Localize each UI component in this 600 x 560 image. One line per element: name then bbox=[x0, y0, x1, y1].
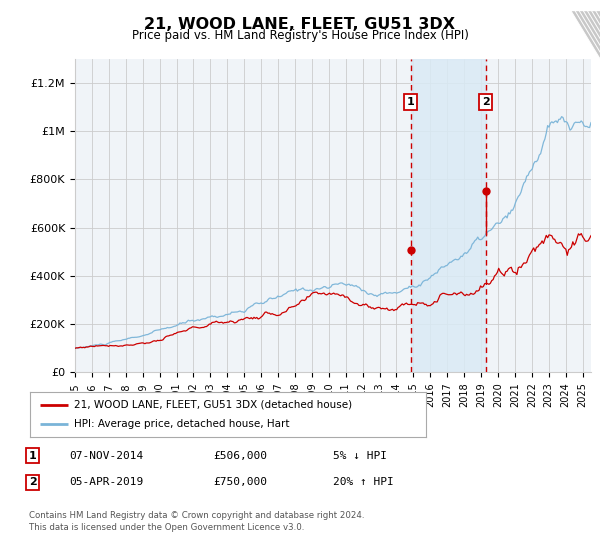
Text: 2: 2 bbox=[482, 97, 490, 107]
Text: 20% ↑ HPI: 20% ↑ HPI bbox=[333, 477, 394, 487]
Text: HPI: Average price, detached house, Hart: HPI: Average price, detached house, Hart bbox=[74, 419, 289, 430]
Text: 1: 1 bbox=[407, 97, 415, 107]
Text: 05-APR-2019: 05-APR-2019 bbox=[69, 477, 143, 487]
Text: Contains HM Land Registry data © Crown copyright and database right 2024.
This d: Contains HM Land Registry data © Crown c… bbox=[29, 511, 364, 531]
Text: £506,000: £506,000 bbox=[213, 451, 267, 461]
Polygon shape bbox=[571, 11, 600, 59]
Text: 21, WOOD LANE, FLEET, GU51 3DX (detached house): 21, WOOD LANE, FLEET, GU51 3DX (detached… bbox=[74, 399, 352, 409]
Text: 5% ↓ HPI: 5% ↓ HPI bbox=[333, 451, 387, 461]
Text: Price paid vs. HM Land Registry's House Price Index (HPI): Price paid vs. HM Land Registry's House … bbox=[131, 29, 469, 42]
Bar bbox=[411, 59, 485, 372]
Text: 07-NOV-2014: 07-NOV-2014 bbox=[69, 451, 143, 461]
Text: 2: 2 bbox=[29, 477, 37, 487]
Text: 21, WOOD LANE, FLEET, GU51 3DX: 21, WOOD LANE, FLEET, GU51 3DX bbox=[145, 17, 455, 32]
Text: 1: 1 bbox=[29, 451, 37, 461]
Text: £750,000: £750,000 bbox=[213, 477, 267, 487]
